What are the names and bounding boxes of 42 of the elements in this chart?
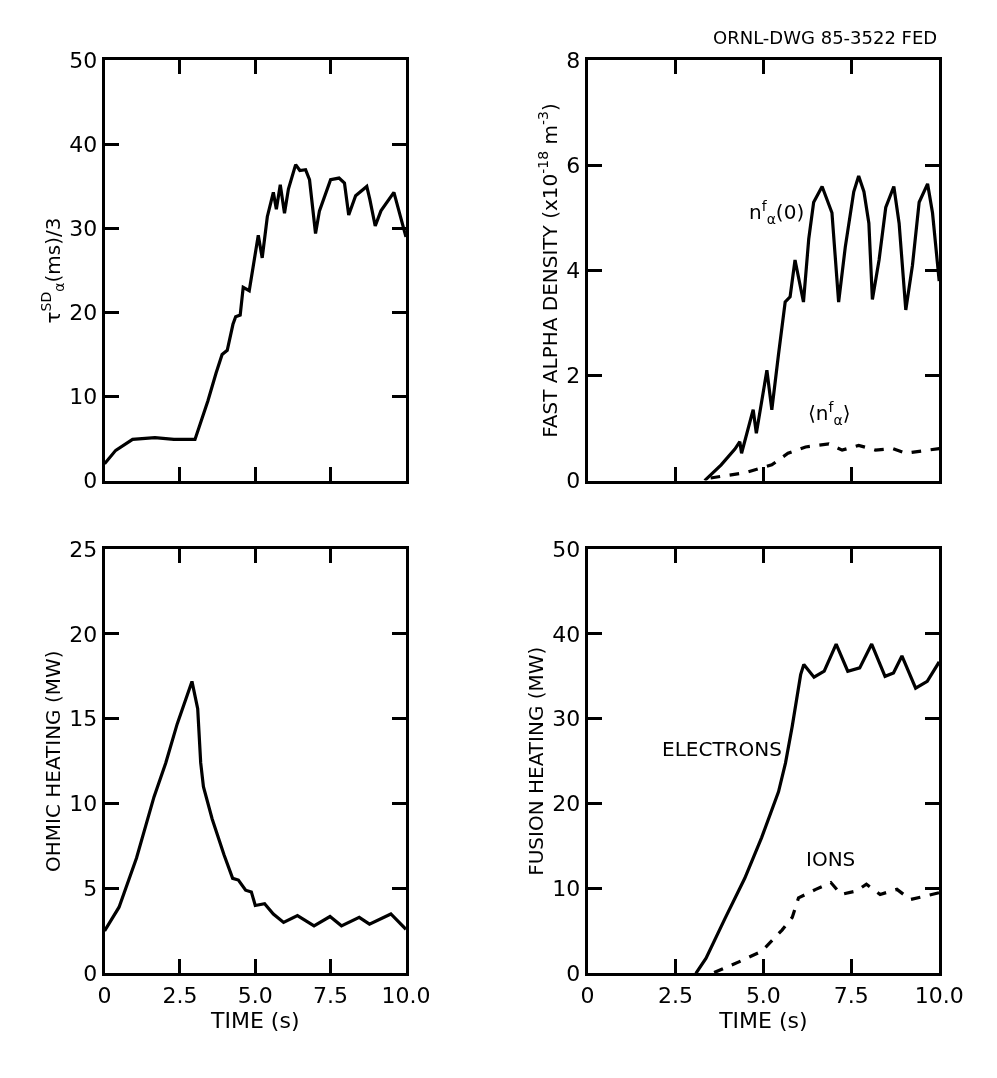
y-tick-label: 6 bbox=[566, 153, 581, 179]
series-label: IONS bbox=[806, 847, 856, 871]
x-tick-label: 7.5 bbox=[313, 982, 349, 1008]
y-tick-label: 2 bbox=[566, 363, 581, 389]
y-tick-label: 50 bbox=[69, 48, 98, 74]
y-tick-label: 0 bbox=[83, 468, 98, 494]
x-tick-label: 10.0 bbox=[914, 982, 964, 1008]
y-tick-label: 20 bbox=[69, 300, 98, 326]
y-tick-label: 15 bbox=[69, 706, 98, 732]
line-series bbox=[104, 163, 406, 466]
y-tick-label: 25 bbox=[69, 536, 98, 562]
x-tick-label: 7.5 bbox=[833, 982, 869, 1008]
y-tick-label: 0 bbox=[566, 468, 581, 494]
y-tick-label: 10 bbox=[69, 791, 98, 817]
series-label: n$^{f}$$_{α}$(0) bbox=[749, 198, 805, 227]
series-label: ELECTRONS bbox=[662, 737, 782, 761]
x-tick-label: 5.0 bbox=[237, 982, 273, 1008]
series-label: ⟨n$^{f}$$_{α}$⟩ bbox=[808, 399, 851, 428]
y-tick-label: 10 bbox=[69, 384, 98, 410]
x-tick-label: 2.5 bbox=[657, 982, 693, 1008]
y-axis-title: OHMIC HEATING (MW) bbox=[40, 650, 65, 873]
x-axis-title: TIME (s) bbox=[210, 1007, 300, 1033]
y-tick-label: 20 bbox=[69, 621, 98, 647]
text: ORNL-DWG 85-3522 FED bbox=[713, 27, 938, 48]
x-tick-label: 2.5 bbox=[162, 982, 198, 1008]
y-tick-label: 50 bbox=[552, 536, 581, 562]
y-tick-label: 4 bbox=[566, 258, 581, 284]
y-tick-label: 0 bbox=[83, 961, 98, 987]
y-tick-label: 40 bbox=[69, 132, 98, 158]
line-series bbox=[104, 679, 406, 933]
y-tick-label: 30 bbox=[69, 216, 98, 242]
y-axis-title: FUSION HEATING (MW) bbox=[523, 646, 548, 876]
y-tick-label: 5 bbox=[83, 876, 98, 902]
y-tick-label: 30 bbox=[552, 706, 581, 732]
y-tick-label: 10 bbox=[552, 876, 581, 902]
x-axis-title: TIME (s) bbox=[718, 1007, 808, 1033]
x-tick-label: 10.0 bbox=[381, 982, 431, 1008]
x-tick-label: 5.0 bbox=[745, 982, 781, 1008]
y-tick-label: 20 bbox=[552, 791, 581, 817]
y-tick-label: 8 bbox=[566, 48, 581, 74]
y-tick-label: 40 bbox=[552, 621, 581, 647]
y-tick-label: 0 bbox=[566, 961, 581, 987]
